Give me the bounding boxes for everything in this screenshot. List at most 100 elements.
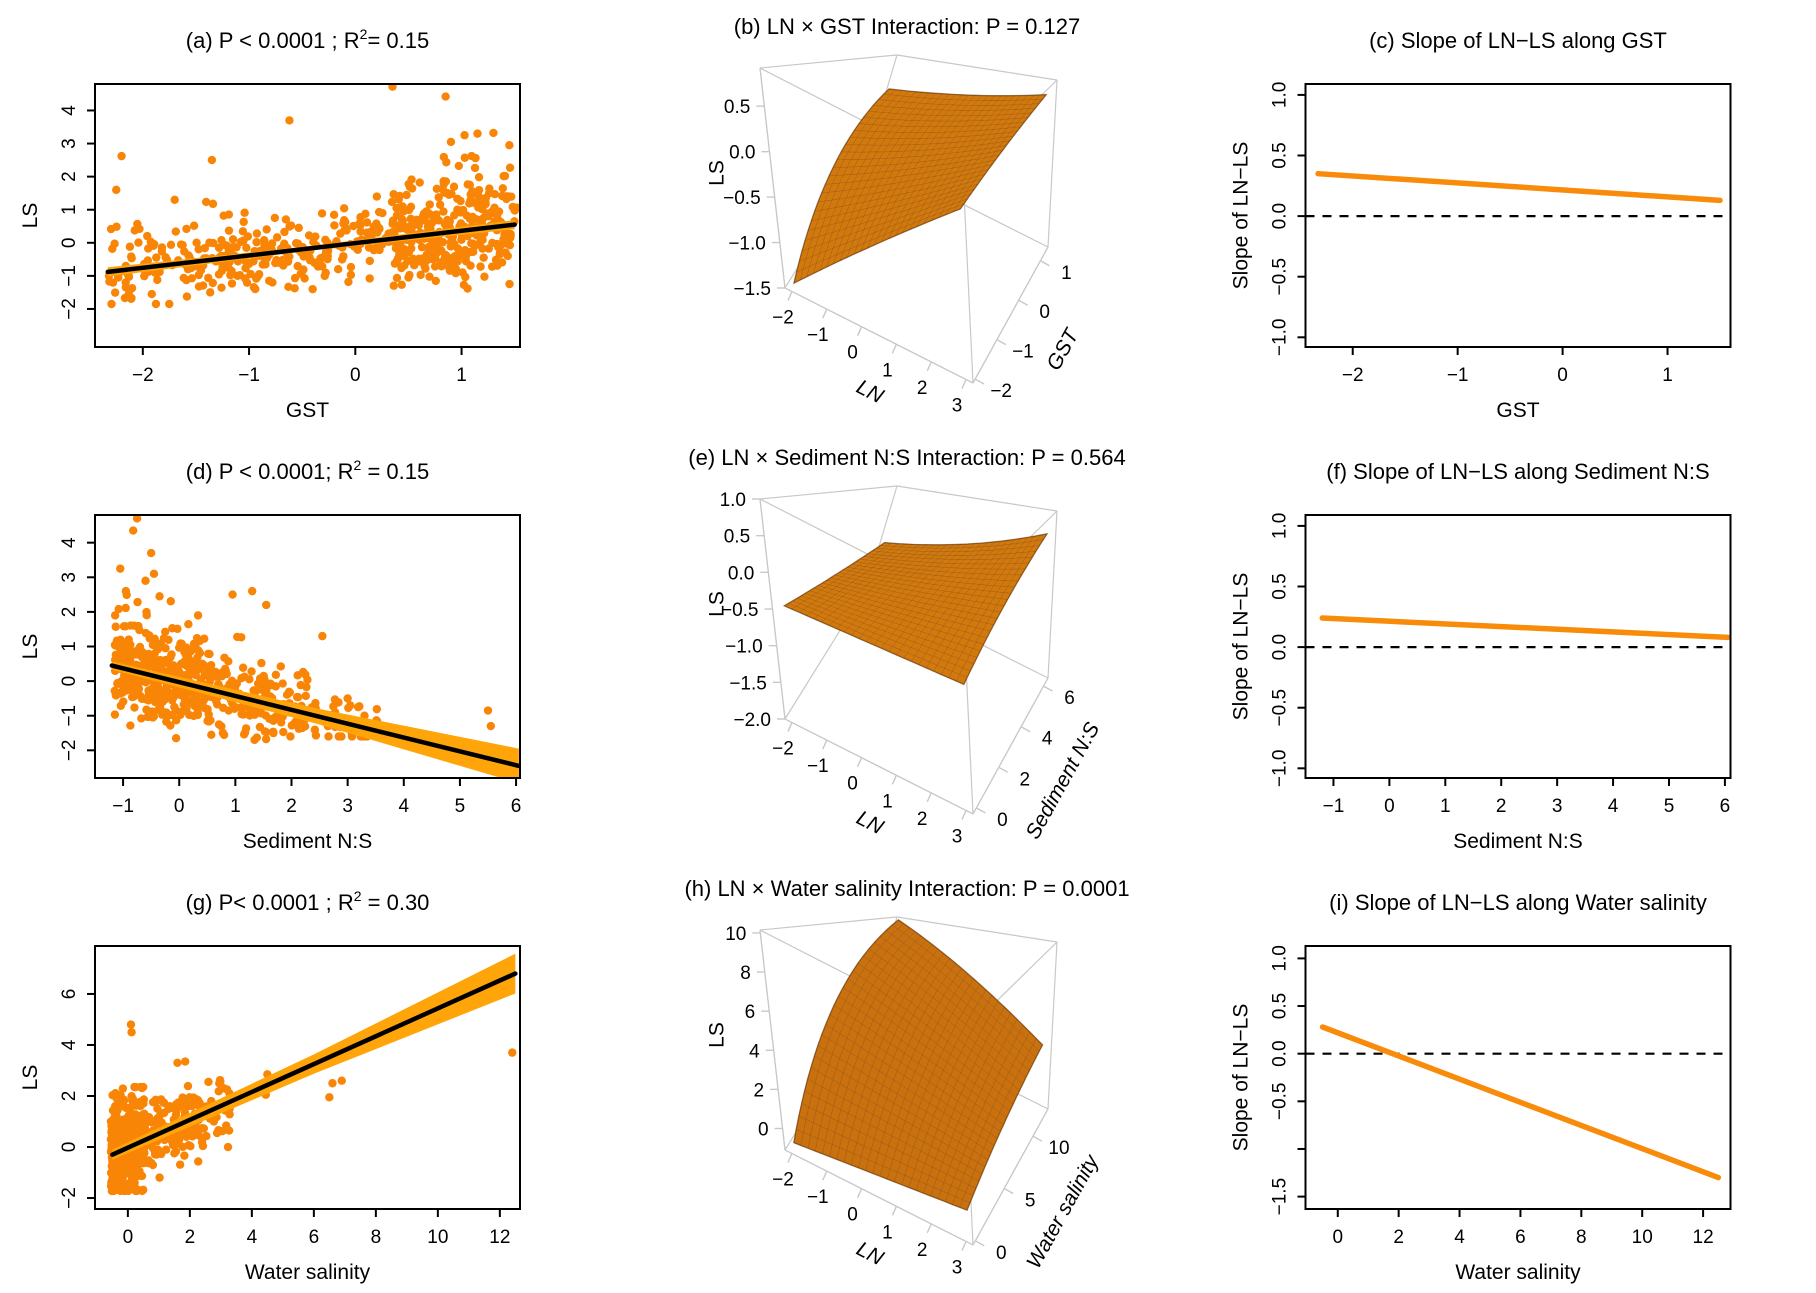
panel-g: 0 2 4 6 8 10 12 −2 0 2 4 6 Water salinity LS (g) P< 0.… (0, 862, 605, 1293)
svg-text:6: 6 (1064, 688, 1075, 709)
svg-text:Slope of LN−LS: Slope of LN−LS (1230, 142, 1253, 290)
svg-text:0: 0 (123, 1227, 134, 1248)
svg-text:−1.0: −1.0 (725, 637, 763, 658)
svg-text:2: 2 (754, 1080, 765, 1101)
svg-text:0.5: 0.5 (724, 97, 750, 118)
svg-text:0.5: 0.5 (1270, 993, 1291, 1019)
svg-text:1: 1 (59, 204, 80, 215)
svg-text:Water salinity: Water salinity (245, 1261, 371, 1284)
svg-text:−1: −1 (59, 265, 80, 287)
svg-text:0: 0 (847, 1205, 858, 1226)
svg-text:−1: −1 (1012, 342, 1034, 363)
svg-text:−1.5: −1.5 (729, 673, 767, 694)
svg-text:Sediment N:S: Sediment N:S (1453, 830, 1583, 853)
svg-text:LS: LS (705, 591, 728, 617)
svg-text:−0.5: −0.5 (1270, 689, 1291, 727)
svg-text:−1: −1 (807, 325, 829, 346)
svg-text:2: 2 (286, 796, 297, 817)
svg-text:3: 3 (952, 1257, 963, 1278)
svg-text:6: 6 (59, 989, 80, 1000)
svg-text:LS: LS (19, 634, 42, 660)
svg-text:(f) Slope of LN−LS along Sedim: (f) Slope of LN−LS along Sediment N:S (1326, 459, 1709, 484)
svg-text:−1: −1 (1323, 796, 1345, 817)
svg-text:1: 1 (1440, 796, 1451, 817)
svg-text:4: 4 (59, 1039, 80, 1050)
panel-d-chart: −1 0 1 2 3 4 5 6 −2 −1 0 1 2 3 4 Sediment N:S LS (d) P < … (19, 457, 522, 853)
svg-text:−1: −1 (807, 1187, 829, 1208)
svg-text:4: 4 (1608, 796, 1619, 817)
svg-text:(c) Slope of LN−LS along GST: (c) Slope of LN−LS along GST (1369, 28, 1667, 53)
svg-text:12: 12 (489, 1227, 510, 1248)
panel-d: −1 0 1 2 3 4 5 6 −2 −1 0 1 2 3 4 Sediment N:S LS (d) P < … (0, 431, 605, 862)
svg-text:0: 0 (996, 1243, 1007, 1264)
svg-text:6: 6 (1720, 796, 1731, 817)
svg-text:3: 3 (1552, 796, 1563, 817)
svg-text:−1: −1 (1447, 365, 1469, 386)
svg-text:2: 2 (59, 607, 80, 618)
panel-b-chart: 0.50.0−0.5−1.0−1.5−2−1012310−1−2LSLNGST(… (705, 14, 1084, 416)
svg-text:8: 8 (1576, 1227, 1587, 1248)
svg-text:4: 4 (398, 796, 409, 817)
svg-text:2: 2 (917, 1240, 928, 1261)
svg-text:4: 4 (1042, 729, 1053, 750)
svg-text:2: 2 (917, 809, 928, 830)
svg-text:Sediment N:S: Sediment N:S (1021, 719, 1104, 843)
svg-text:0: 0 (59, 238, 80, 249)
svg-text:0: 0 (1557, 365, 1568, 386)
svg-text:2: 2 (59, 171, 80, 182)
svg-text:−1: −1 (112, 796, 134, 817)
svg-text:−1: −1 (238, 365, 260, 386)
svg-text:(b) LN × GST Interaction: P =: (b) LN × GST Interaction: P = 0.127 (734, 14, 1081, 39)
svg-text:−2.0: −2.0 (733, 710, 771, 731)
svg-text:−1.5: −1.5 (733, 279, 771, 300)
svg-text:0: 0 (59, 676, 80, 687)
svg-text:6: 6 (309, 1227, 320, 1248)
svg-text:6: 6 (511, 796, 522, 817)
svg-text:(a) P < 0.0001 ; R2= 0.15: (a) P < 0.0001 ; R2= 0.15 (186, 26, 429, 53)
svg-text:1: 1 (1061, 263, 1072, 284)
svg-text:0: 0 (59, 1142, 80, 1153)
svg-text:0.0: 0.0 (728, 563, 754, 584)
svg-text:−0.5: −0.5 (723, 188, 761, 209)
svg-text:0: 0 (997, 810, 1008, 831)
svg-text:0: 0 (1384, 796, 1395, 817)
svg-text:10: 10 (1632, 1227, 1653, 1248)
svg-text:4: 4 (1454, 1227, 1465, 1248)
svg-text:(h) LN × Water salinity Intera: (h) LN × Water salinity Interaction: P =… (684, 876, 1129, 901)
svg-text:5: 5 (1664, 796, 1675, 817)
svg-text:6: 6 (745, 1002, 756, 1023)
panel-f-chart: −1 0 1 2 3 4 5 6 1.0 0.5 0.0 −0.5 −1.0 Sediment N:S Sl… (1230, 459, 1732, 853)
svg-text:(e) LN × Sediment N:S Interact: (e) LN × Sediment N:S Interaction: P = 0… (688, 445, 1125, 470)
svg-text:−1.0: −1.0 (1270, 750, 1291, 788)
svg-text:1: 1 (882, 791, 893, 812)
panel-h: 10 8 6 4 2 0 −2 −1 0 1 2 3 0 5 10 LS LN Water salinity (h)… (605, 862, 1210, 1293)
svg-text:0.0: 0.0 (1270, 1040, 1291, 1066)
svg-text:0: 0 (1039, 302, 1050, 323)
svg-text:3: 3 (342, 796, 353, 817)
svg-text:Slope of LN−LS: Slope of LN−LS (1230, 573, 1253, 721)
svg-text:1.0: 1.0 (1270, 513, 1291, 539)
svg-text:−2: −2 (772, 739, 794, 760)
svg-text:0.5: 0.5 (1270, 142, 1291, 168)
svg-text:0.0: 0.0 (1270, 203, 1291, 229)
svg-text:0: 0 (174, 796, 185, 817)
svg-text:0: 0 (847, 343, 858, 364)
svg-text:1.0: 1.0 (720, 490, 746, 511)
svg-text:1: 1 (456, 365, 467, 386)
svg-text:4: 4 (59, 105, 80, 116)
svg-text:2: 2 (1496, 796, 1507, 817)
svg-text:−1.0: −1.0 (728, 234, 766, 255)
svg-text:12: 12 (1693, 1227, 1714, 1248)
svg-text:−2: −2 (990, 381, 1012, 402)
svg-text:−1: −1 (59, 705, 80, 727)
svg-text:4: 4 (59, 537, 80, 548)
svg-text:3: 3 (59, 138, 80, 149)
svg-text:−2: −2 (1342, 365, 1364, 386)
svg-text:−1: −1 (807, 756, 829, 777)
svg-text:−2: −2 (59, 1187, 80, 1209)
svg-text:GST: GST (286, 399, 329, 422)
svg-text:GST: GST (1496, 399, 1539, 422)
svg-text:2: 2 (185, 1227, 196, 1248)
